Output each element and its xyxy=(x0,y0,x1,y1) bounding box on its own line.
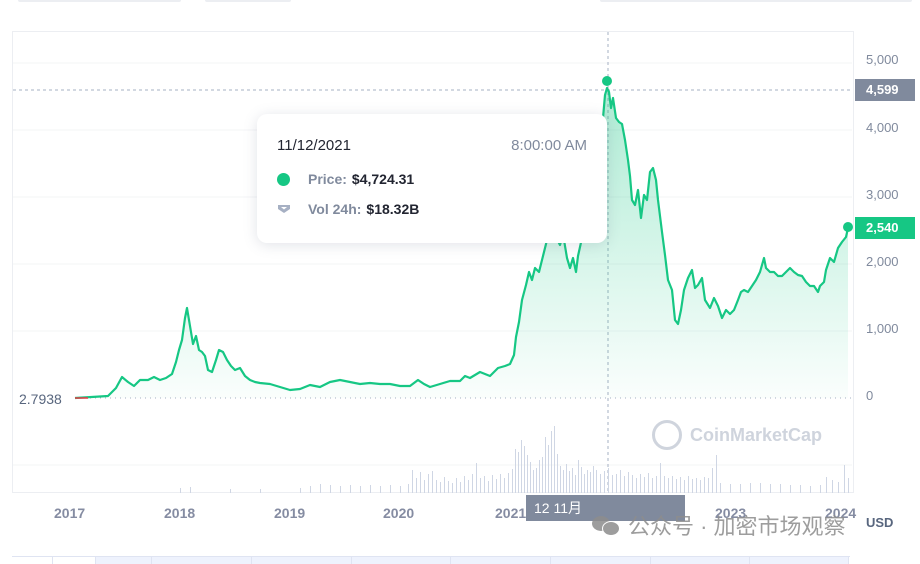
tooltip-volume-row: Vol 24h: $18.32B xyxy=(277,201,419,217)
x-hover-date: 12 11月 '21 xyxy=(534,500,582,542)
price-dot-icon xyxy=(277,172,290,186)
hover-point xyxy=(602,76,612,86)
y-tick: 5,000 xyxy=(866,52,899,67)
y-tick: 2,000 xyxy=(866,254,899,269)
y-tick: 1,000 xyxy=(866,321,899,336)
watermark: 公众号 · 加密市场观察 xyxy=(592,509,846,541)
wechat-icon xyxy=(592,514,620,536)
top-tab[interactable] xyxy=(18,0,181,2)
volume-label: Vol 24h: xyxy=(308,201,362,217)
chart-tooltip: 11/12/2021 8:00:00 AM Price: $4,724.31 V… xyxy=(257,114,607,243)
x-tick: 2018 xyxy=(164,505,196,521)
price-area xyxy=(75,88,848,398)
x-tick: 2024 xyxy=(825,505,857,521)
current-price-badge: 2,540 xyxy=(855,217,915,239)
cmc-logo-text: CoinMarketCap xyxy=(690,424,823,445)
y-tick: 3,000 xyxy=(866,187,899,202)
top-tab[interactable] xyxy=(600,0,912,2)
volume-value: $18.32B xyxy=(366,201,420,217)
cmc-logo-icon xyxy=(652,420,682,450)
x-tick: 2023 xyxy=(715,505,747,521)
x-tick: 2020 xyxy=(383,505,415,521)
coinmarketcap-logo: CoinMarketCap xyxy=(652,420,822,450)
x-tick: 2021 xyxy=(495,505,527,521)
x-tick: 2017 xyxy=(54,505,86,521)
price-value: $4,724.31 xyxy=(351,171,415,187)
x-tick: 2019 xyxy=(274,505,306,521)
watermark-text: 公众号 · 加密市场观察 xyxy=(628,514,846,539)
bottom-table-header xyxy=(12,556,850,564)
start-value-label: 2.7938 xyxy=(19,391,62,407)
currency-label: USD xyxy=(866,515,894,530)
top-tab[interactable] xyxy=(205,0,291,2)
current-point xyxy=(843,222,853,232)
volume-shield-icon xyxy=(278,205,290,213)
price-label: Price: xyxy=(308,171,347,187)
tooltip-date: 11/12/2021 xyxy=(277,137,351,154)
price-line xyxy=(74,86,850,400)
volume-bars xyxy=(180,426,849,493)
tooltip-time: 8:00:00 AM xyxy=(511,137,587,154)
tooltip-price-row: Price: $4,724.31 xyxy=(277,171,414,187)
y-tick: 0 xyxy=(866,388,874,403)
y-tick: 4,000 xyxy=(866,120,899,135)
hover-value-badge: 4,599 xyxy=(855,79,915,101)
